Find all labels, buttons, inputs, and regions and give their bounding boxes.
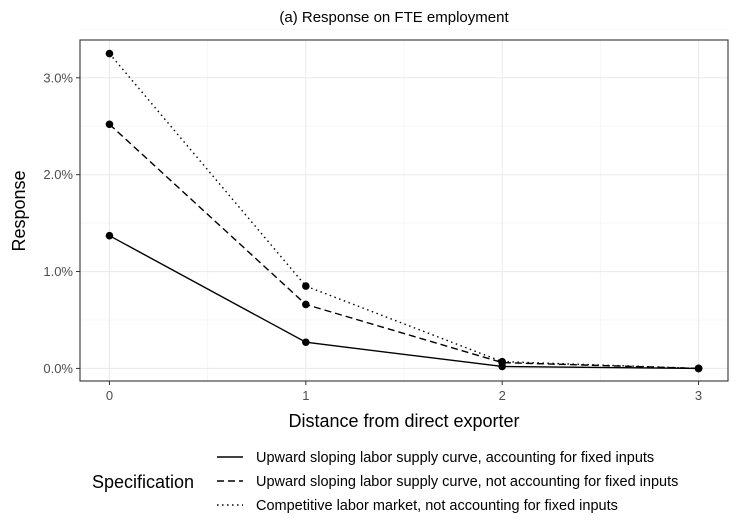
y-tick-label: 2.0%	[43, 167, 73, 182]
series-layer	[105, 49, 703, 373]
series-dotted	[105, 49, 703, 373]
y-axis-label: Response	[9, 170, 29, 251]
x-axis-label: Distance from direct exporter	[288, 411, 519, 431]
data-point	[302, 338, 310, 347]
x-tick-label: 0	[106, 388, 113, 403]
data-point	[105, 49, 114, 58]
data-point	[105, 231, 114, 240]
y-tick-label: 0.0%	[43, 361, 73, 376]
data-point	[694, 364, 703, 373]
grid	[80, 28, 728, 381]
data-point	[105, 120, 114, 129]
y-tick-label: 1.0%	[43, 264, 73, 279]
y-tick-label: 3.0%	[43, 70, 73, 85]
legend-label: Upward sloping labor supply curve, not a…	[256, 474, 678, 490]
x-tick-label: 2	[499, 388, 506, 403]
axes: 0 1 2 3 0.0% 1.0% 2.0% 3.0%	[43, 70, 702, 403]
legend-title: Specification	[92, 472, 194, 492]
x-tick-label: 3	[695, 388, 702, 403]
series-line	[108, 123, 699, 370]
chart-title: (a) Response on FTE employment	[279, 9, 509, 26]
legend: Specification Upward sloping labor suppl…	[92, 450, 678, 514]
legend-label: Upward sloping labor supply curve, accou…	[256, 450, 654, 466]
panel-border	[79, 39, 729, 382]
legend-items: Upward sloping labor supply curve, accou…	[217, 450, 678, 514]
data-point	[302, 300, 310, 309]
legend-label: Competitive labor market, not accounting…	[256, 498, 618, 514]
series-line	[109, 235, 699, 370]
data-point	[302, 282, 310, 290]
x-tick-label: 1	[302, 388, 309, 403]
data-point	[498, 357, 506, 366]
